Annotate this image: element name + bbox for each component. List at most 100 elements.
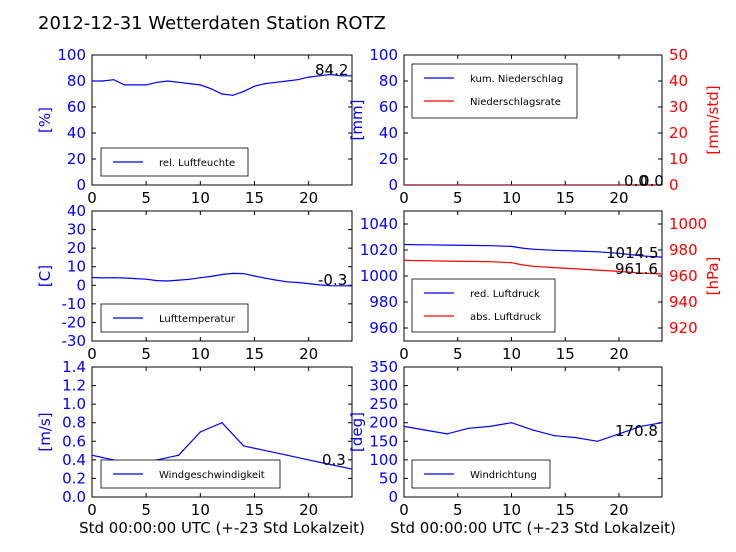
x-tick-label: 15 — [245, 345, 264, 363]
x-tick-label: 0 — [87, 189, 97, 207]
data-point — [489, 425, 491, 428]
y-right-tick-label: 10 — [669, 150, 688, 168]
x-tick-label: 10 — [502, 501, 521, 519]
y-tick-label: 200 — [369, 414, 398, 432]
data-point — [188, 83, 191, 85]
y-axis-label: [deg] — [348, 412, 366, 452]
data-point — [102, 80, 104, 82]
x-tick-label: 5 — [141, 345, 151, 363]
y-tick-label: 30 — [67, 221, 86, 239]
data-point — [134, 278, 136, 280]
data-point — [123, 277, 126, 279]
y-tick-label: 1040 — [360, 215, 398, 233]
data-point — [596, 251, 599, 253]
data-point — [221, 93, 223, 95]
data-point — [661, 256, 662, 258]
y-right-tick-label: 0 — [669, 176, 679, 194]
x-tick-label: 20 — [299, 501, 318, 519]
data-point — [446, 433, 448, 435]
y-tick-label: 1.2 — [62, 377, 86, 395]
data-point — [553, 266, 556, 269]
data-point — [145, 278, 147, 280]
value-annotation: 84.2 — [315, 61, 348, 79]
y-tick-label: 1000 — [360, 267, 398, 285]
data-point — [510, 262, 513, 264]
y-right-tick-label: 30 — [669, 98, 688, 116]
y-right-tick-label: 980 — [669, 241, 698, 259]
data-point — [221, 273, 223, 276]
data-point — [521, 247, 523, 249]
y-axis-label: [m/s] — [36, 412, 54, 451]
y-right-tick-label: 920 — [669, 319, 698, 337]
x-tick-label: 20 — [299, 345, 318, 363]
x-tick-label: 20 — [609, 189, 628, 207]
panel-winddir: 0 5 10 15 20050100150200250300350[deg]Windri… — [348, 358, 663, 519]
x-tick-label: 20 — [609, 501, 628, 519]
y-tick-label: 0.0 — [62, 488, 86, 506]
data-point — [596, 269, 599, 271]
data-point — [308, 459, 310, 461]
x-tick-label: 0 — [87, 501, 97, 519]
data-point — [92, 80, 93, 82]
value-annotation: 0.3 — [322, 451, 346, 469]
data-point — [113, 79, 115, 81]
data-point — [123, 84, 126, 86]
data-point — [297, 281, 299, 284]
data-point — [521, 264, 523, 266]
y-axis-label: [%] — [36, 107, 54, 133]
data-point — [329, 285, 331, 287]
x-axis-label-left: Std 00:00:00 UTC (+-23 Std Lokalzeit) — [79, 519, 365, 537]
data-point — [532, 429, 534, 431]
y-tick-label: 40 — [379, 124, 398, 142]
x-tick-label: 20 — [299, 189, 318, 207]
legend-box — [411, 278, 556, 333]
data-point — [275, 81, 277, 83]
data-point — [532, 265, 534, 267]
y-tick-label: 60 — [67, 98, 86, 116]
legend-box — [411, 63, 578, 119]
data-point — [156, 280, 158, 282]
data-point — [489, 245, 491, 247]
data-point — [167, 280, 169, 282]
value-annotation: 961.6 — [615, 260, 658, 278]
y-tick-label: 20 — [379, 150, 398, 168]
x-tick-label: 0 — [399, 345, 409, 363]
data-point — [243, 445, 245, 447]
data-point — [167, 80, 169, 82]
data-point — [134, 84, 136, 86]
value-annotation: 0.0 — [640, 172, 664, 190]
data-point — [467, 244, 470, 247]
y-tick-label: 20 — [67, 150, 86, 168]
legend-label: rel. Luftfeuchte — [159, 158, 235, 169]
panel-humidity: 0 5 10 15 20 0 20 40 60 80 100 [%] rel. Luftfeuchte 8… — [36, 46, 353, 207]
x-axis-label-right: Std 00:00:00 UTC (+-23 Std Lokalzeit) — [390, 519, 676, 537]
data-point — [618, 433, 620, 435]
data-point — [264, 277, 266, 279]
y-right-tick-label: 50 — [669, 46, 688, 64]
data-point — [286, 454, 288, 456]
y-tick-label: 1020 — [360, 241, 398, 259]
data-point — [253, 275, 256, 277]
data-point — [575, 436, 577, 439]
y-tick-label: 40 — [67, 124, 86, 142]
data-point — [329, 73, 331, 76]
data-point — [489, 261, 491, 263]
legend-label: Windgeschwindigkeit — [159, 470, 265, 481]
x-tick-label: 5 — [453, 345, 463, 363]
data-point — [596, 440, 599, 442]
y-right-tick-label: 40 — [669, 72, 688, 90]
x-tick-label: 10 — [502, 345, 521, 363]
y-right-tick-label: 1000 — [669, 215, 707, 233]
data-point — [243, 272, 245, 275]
y-tick-label: -30 — [62, 332, 87, 350]
data-point — [639, 425, 642, 428]
data-point — [340, 285, 342, 287]
data-point — [575, 250, 577, 252]
data-point — [286, 80, 288, 82]
x-tick-label: 15 — [556, 345, 575, 363]
x-tick-label: 0 — [399, 189, 409, 207]
y-tick-label: 150 — [369, 432, 398, 450]
x-tick-label: 0 — [399, 501, 409, 519]
data-point — [318, 75, 321, 77]
data-point — [113, 277, 115, 279]
